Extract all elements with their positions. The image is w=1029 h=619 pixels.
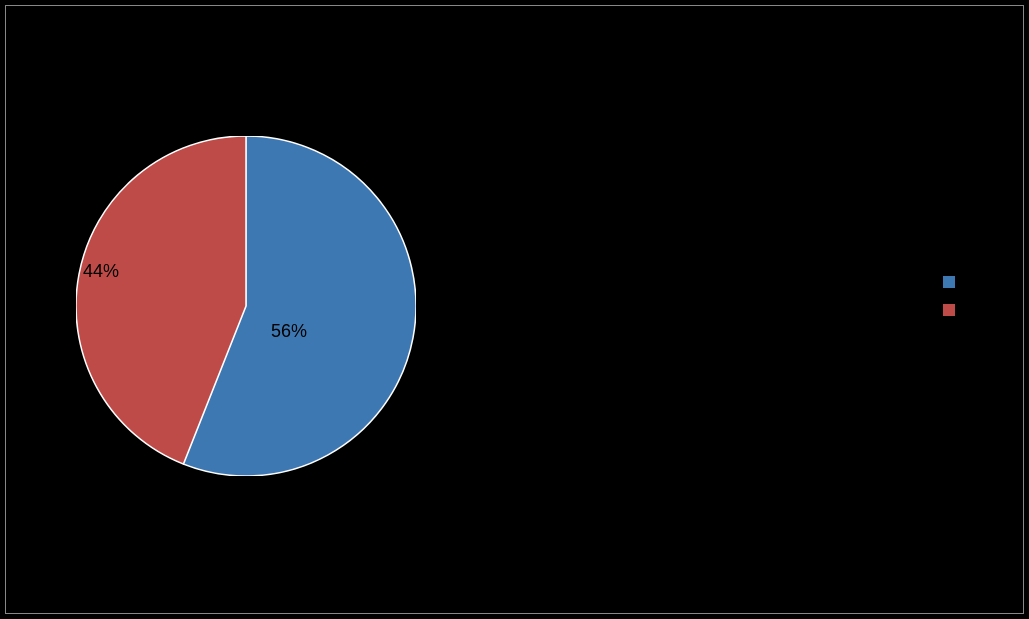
chart-frame: 56% 44% [5, 5, 1024, 614]
legend-swatch-2 [943, 304, 955, 316]
legend-item-2 [943, 304, 963, 316]
legend-swatch-1 [943, 276, 955, 288]
legend-item-1 [943, 276, 963, 288]
slice-label-2: 44% [83, 261, 119, 282]
legend [943, 276, 963, 316]
slice-label-1: 56% [271, 321, 307, 342]
pie-chart [76, 136, 416, 476]
